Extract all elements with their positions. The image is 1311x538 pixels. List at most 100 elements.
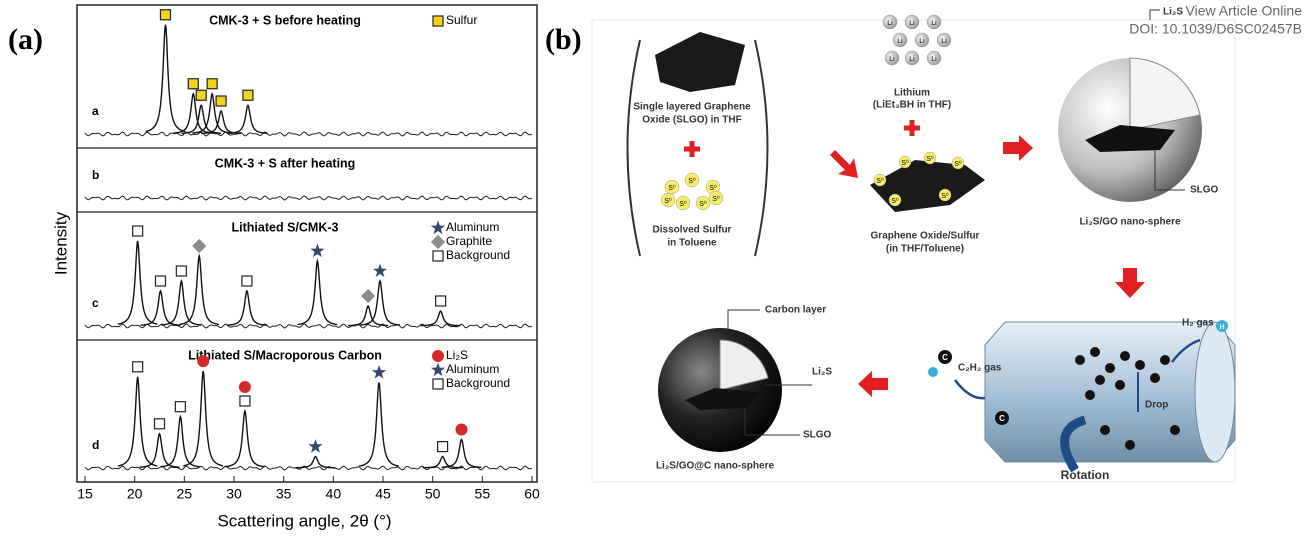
peak-marker xyxy=(433,251,443,261)
xrd-chart: 15202530354045505560Scattering angle, 2θ… xyxy=(51,5,540,530)
legend-label: Background xyxy=(446,248,510,262)
plus xyxy=(684,141,700,157)
legend-label: Aluminum xyxy=(446,362,499,376)
label: Li₂S/GO nano-sphere xyxy=(1079,217,1181,228)
label: Oxide (SLGO) in THF xyxy=(642,115,741,126)
peak-marker xyxy=(438,442,448,452)
x-tick-label: 15 xyxy=(77,486,93,502)
label: Li₂S xyxy=(812,367,832,378)
peak-marker xyxy=(155,276,165,286)
atom-label: Li xyxy=(887,20,893,27)
atom-label: Li xyxy=(897,38,903,45)
peak xyxy=(296,457,336,468)
atom-label: C xyxy=(999,414,1005,423)
peak-marker xyxy=(188,79,198,89)
peak-marker xyxy=(308,439,322,453)
peak-marker xyxy=(431,235,445,249)
atom-label: S⁰ xyxy=(709,184,717,192)
peak xyxy=(227,291,267,325)
y-axis-label: Intensity xyxy=(51,211,70,275)
legend-label: Background xyxy=(446,376,510,390)
trace-title: CMK-3 + S before heating xyxy=(209,13,361,27)
bracket xyxy=(755,40,768,256)
arrow xyxy=(1003,135,1033,161)
peak xyxy=(183,371,223,466)
atom-label: Li xyxy=(909,20,915,27)
peak-marker xyxy=(176,266,186,276)
atom-label: S⁰ xyxy=(664,197,672,205)
peak-marker xyxy=(216,96,226,106)
particle xyxy=(1095,375,1105,385)
label: Li₂S/GO@C nano-sphere xyxy=(656,461,775,472)
label: Li₂S xyxy=(1163,7,1183,18)
trace-title: Lithiated S/CMK-3 xyxy=(232,220,339,234)
particle xyxy=(1100,425,1110,435)
peak-marker xyxy=(240,396,250,406)
peak-marker xyxy=(310,244,324,258)
trace-label: a xyxy=(92,104,99,118)
label: SLGO xyxy=(803,430,832,441)
peak-marker xyxy=(160,10,170,20)
peak xyxy=(421,311,461,326)
particle xyxy=(1115,380,1125,390)
peak-marker xyxy=(207,79,217,89)
atom-label: Li xyxy=(919,38,925,45)
label: in Toluene xyxy=(667,238,717,249)
baseline xyxy=(85,196,532,200)
particle xyxy=(1085,390,1095,400)
header-line: DOI: 10.1039/D6SC02457B xyxy=(1129,21,1302,37)
atom-label: S⁰ xyxy=(891,197,899,205)
arrow xyxy=(1115,268,1145,298)
label: H₂ gas xyxy=(1182,318,1214,329)
tube-end xyxy=(1195,322,1235,462)
peak xyxy=(146,25,186,132)
peak xyxy=(118,377,158,466)
panel-label: (b) xyxy=(545,23,582,56)
trace-title: Lithiated S/Macroporous Carbon xyxy=(188,348,382,362)
graphene-flake xyxy=(870,160,985,212)
particle xyxy=(1090,347,1100,357)
atom-label: Li xyxy=(931,20,937,27)
label: Dissolved Sulfur xyxy=(653,225,732,236)
plus xyxy=(904,120,920,136)
atom-label: H xyxy=(1219,324,1224,331)
arrow xyxy=(858,371,888,397)
x-tick-label: 40 xyxy=(326,486,342,502)
particle xyxy=(1150,373,1160,383)
legend-label: Aluminum xyxy=(446,220,499,234)
peak-marker xyxy=(455,424,467,436)
atom-label: S⁰ xyxy=(876,177,884,185)
label: SLGO xyxy=(1190,185,1219,196)
atom-label: S⁰ xyxy=(668,184,676,192)
peak xyxy=(423,457,463,468)
label: C₂H₂ gas xyxy=(958,363,1002,374)
peak-marker xyxy=(361,289,375,303)
x-tick-label: 50 xyxy=(425,486,441,502)
peak-marker xyxy=(436,296,446,306)
graphene-flake xyxy=(655,32,745,92)
peak-marker xyxy=(431,221,445,235)
peak xyxy=(360,281,400,325)
gas-arrow xyxy=(955,380,985,398)
peak xyxy=(225,411,265,467)
atom-label: S⁰ xyxy=(679,200,687,208)
x-tick-label: 35 xyxy=(276,486,292,502)
bracket xyxy=(628,40,641,256)
particle xyxy=(1125,440,1135,450)
x-axis-label: Scattering angle, 2θ (°) xyxy=(217,511,391,530)
legend-label: Li₂S xyxy=(446,348,468,362)
peak-marker xyxy=(243,90,253,100)
atom-label: S⁰ xyxy=(699,200,707,208)
peak-marker xyxy=(196,90,206,100)
atom-label: Li xyxy=(909,56,915,63)
trace-title: CMK-3 + S after heating xyxy=(215,156,356,170)
particle xyxy=(1120,351,1130,361)
label: Single layered Graphene xyxy=(633,102,751,113)
figure: View Article Online DOI: 10.1039/D6SC024… xyxy=(0,0,1311,533)
peak-marker xyxy=(373,264,387,278)
atom-label: Li xyxy=(931,56,937,63)
particle xyxy=(1075,355,1085,365)
label: Lithium xyxy=(894,88,930,99)
x-tick-label: 30 xyxy=(226,486,242,502)
x-tick-label: 25 xyxy=(177,486,193,502)
